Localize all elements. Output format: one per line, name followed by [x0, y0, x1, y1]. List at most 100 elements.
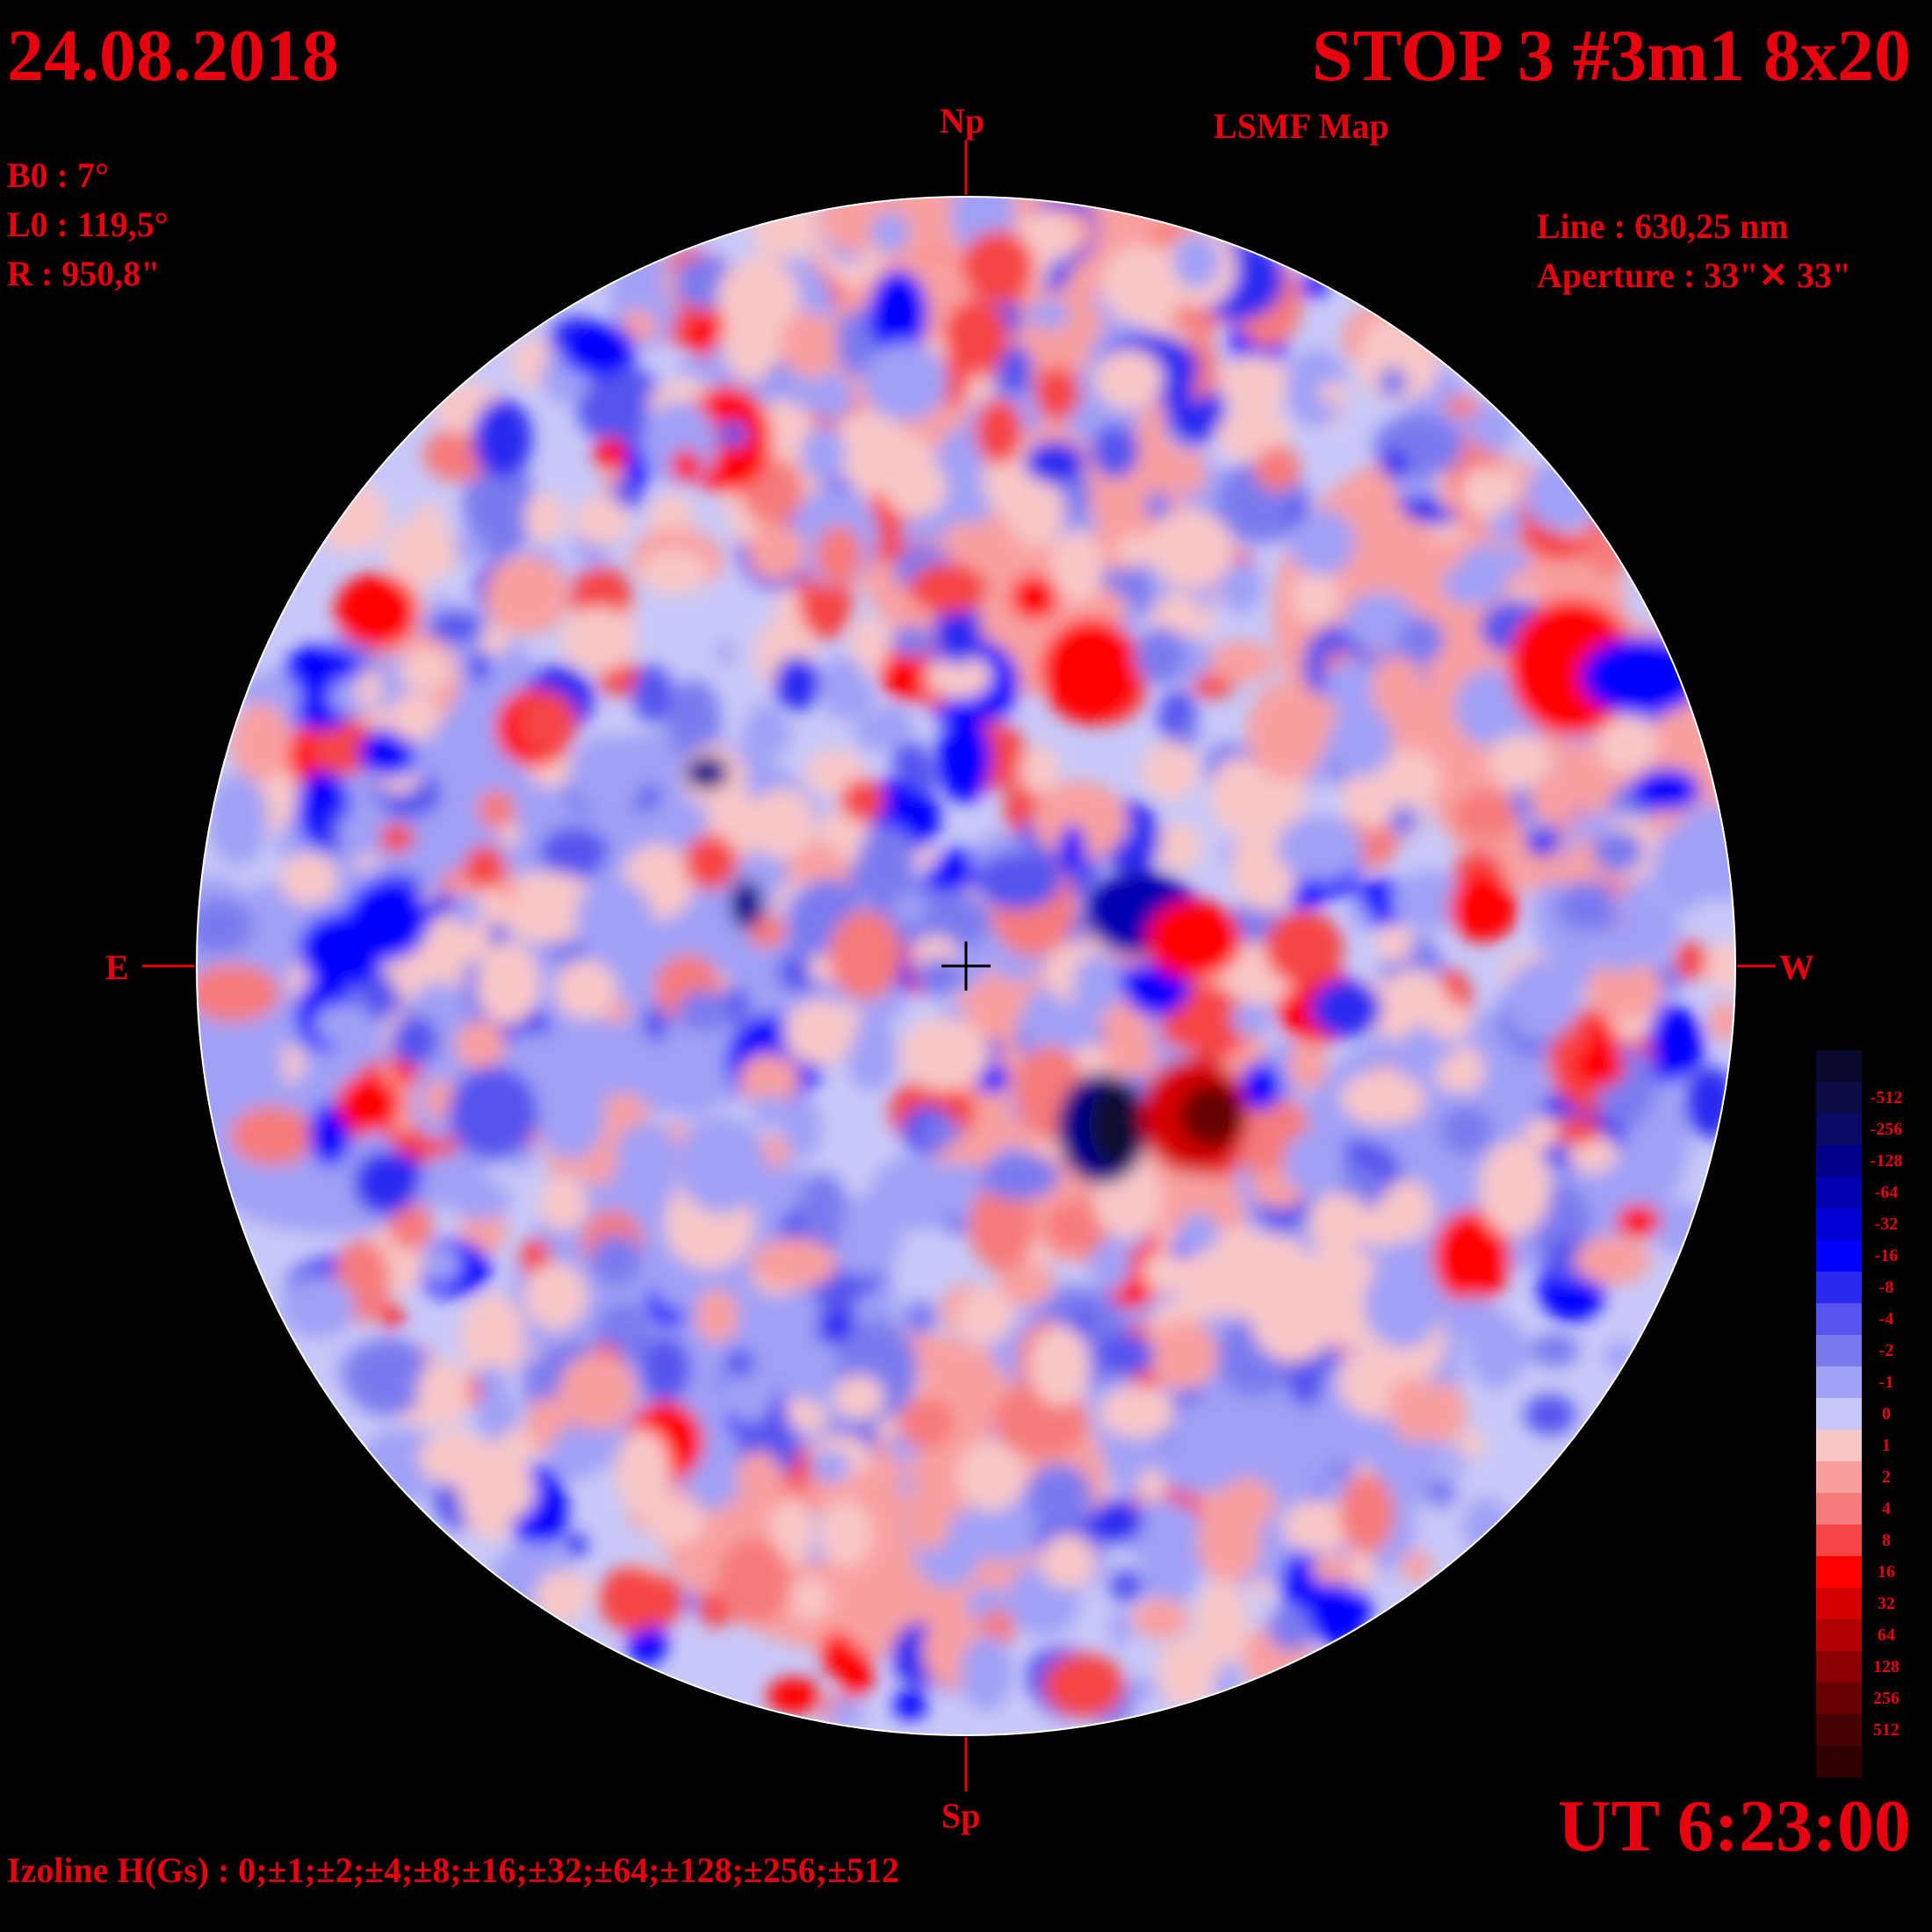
field-patch — [611, 1164, 638, 1207]
field-patch — [1310, 979, 1382, 1038]
field-patch — [891, 893, 927, 924]
instrument-aperture: Aperture : 33"✕ 33" — [1537, 256, 1852, 295]
legend-swatch — [1816, 1145, 1862, 1177]
field-patch — [1157, 360, 1196, 404]
field-patch — [480, 624, 509, 656]
field-patch — [782, 1097, 822, 1160]
instrument-line: Line : 630,25 nm — [1537, 206, 1789, 246]
field-patch — [429, 611, 484, 644]
field-patch — [1344, 1548, 1376, 1590]
field-patch — [645, 1498, 705, 1546]
field-patch — [862, 342, 948, 422]
field-patch — [1378, 366, 1408, 399]
field-patch — [1371, 656, 1424, 719]
field-patch — [230, 703, 292, 782]
field-patch — [279, 852, 338, 905]
field-patch — [1380, 1179, 1434, 1242]
field-patch — [750, 788, 817, 861]
field-patch — [463, 451, 536, 559]
field-patch — [833, 1374, 885, 1420]
field-patch — [1339, 1473, 1395, 1554]
field-patch — [893, 1690, 927, 1720]
legend-swatch — [1816, 1303, 1862, 1335]
field-patch — [836, 410, 902, 460]
field-patch — [1094, 1333, 1155, 1377]
legend-label: -16 — [1874, 1246, 1899, 1265]
legend-swatch — [1816, 1366, 1862, 1398]
field-patch — [345, 1337, 433, 1417]
field-patch — [539, 826, 610, 880]
field-patch — [751, 198, 818, 256]
field-patch — [498, 820, 521, 847]
field-patch — [1217, 560, 1263, 613]
field-patch — [1210, 756, 1267, 834]
field-patch — [1288, 1040, 1328, 1091]
field-patch — [559, 607, 638, 672]
field-patch — [389, 692, 441, 742]
direction-north: Np — [940, 101, 985, 141]
field-patch — [448, 1065, 539, 1160]
field-patch — [900, 518, 925, 545]
field-patch — [1586, 959, 1662, 1020]
field-patch — [1168, 1395, 1250, 1493]
field-patch — [996, 1261, 1055, 1307]
field-patch — [1223, 1500, 1260, 1540]
field-patch — [1195, 1579, 1249, 1668]
field-patch — [774, 655, 820, 711]
field-patch — [845, 1017, 898, 1092]
legend-label: 512 — [1873, 1720, 1900, 1740]
field-patch — [771, 1340, 855, 1401]
field-patch — [838, 1647, 874, 1698]
field-patch — [840, 779, 885, 823]
field-patch — [770, 1497, 815, 1565]
field-patch — [1311, 1555, 1354, 1584]
field-patch — [476, 1388, 520, 1443]
field-patch — [1281, 1500, 1355, 1554]
legend-swatch — [1816, 1335, 1862, 1366]
field-patch — [524, 492, 566, 543]
field-patch — [767, 1677, 821, 1715]
field-patch — [1117, 534, 1157, 567]
field-patch — [1432, 1209, 1512, 1305]
field-patch — [665, 679, 721, 761]
field-patch — [598, 1565, 668, 1633]
field-patch — [1327, 704, 1394, 777]
field-patch — [666, 1075, 717, 1118]
field-patch — [1424, 1476, 1457, 1508]
field-patch — [1375, 923, 1414, 963]
field-patch — [1094, 349, 1164, 410]
field-patch — [355, 671, 382, 707]
field-patch — [1010, 574, 1061, 621]
field-patch — [1575, 1236, 1652, 1286]
field-patch — [1268, 1604, 1316, 1652]
legend-swatch — [1816, 1050, 1862, 1082]
field-patch — [464, 844, 507, 891]
field-patch — [1554, 1117, 1601, 1145]
field-patch — [1276, 815, 1365, 881]
field-patch — [1089, 1499, 1144, 1543]
field-patch — [455, 529, 484, 565]
legend-swatch — [1816, 1683, 1862, 1714]
field-patch — [1388, 804, 1419, 836]
legend-label: 4 — [1882, 1499, 1891, 1518]
field-patch — [679, 355, 710, 377]
field-patch — [936, 714, 992, 803]
field-patch — [1684, 1067, 1735, 1139]
field-patch — [1448, 1296, 1498, 1339]
field-patch — [1182, 457, 1207, 495]
field-patch — [722, 299, 782, 382]
field-patch — [757, 1188, 782, 1222]
field-patch — [573, 497, 631, 545]
disk-limb — [196, 196, 1736, 1736]
field-patch — [746, 523, 805, 582]
field-patch — [1478, 1140, 1551, 1236]
field-patch — [882, 458, 948, 517]
field-patch — [1034, 366, 1081, 421]
magnetic-field-patches — [197, 197, 1735, 1729]
field-patch — [384, 519, 458, 585]
field-patch — [358, 728, 416, 777]
field-patch — [1132, 1598, 1190, 1640]
field-patch — [516, 691, 578, 755]
field-patch — [1546, 1237, 1589, 1282]
field-patch — [907, 1475, 953, 1551]
